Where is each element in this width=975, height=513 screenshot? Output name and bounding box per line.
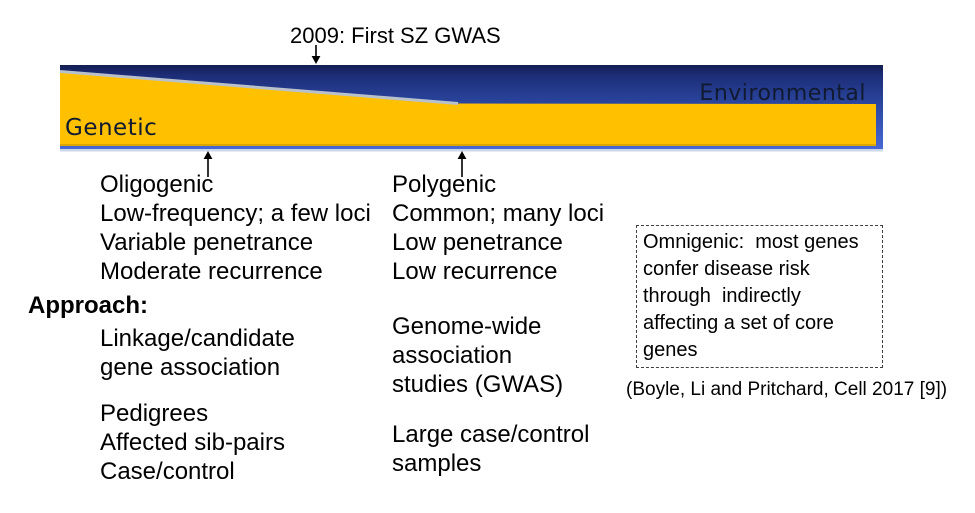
pedigrees-list: Pedigrees Affected sib-pairs Case/contro… (100, 399, 285, 486)
omnigenic-note-box: Omnigenic: most genes confer disease ris… (636, 225, 883, 368)
down-arrow-icon (311, 45, 321, 64)
approach-heading: Approach: (28, 292, 148, 319)
gwas-line: association (392, 342, 513, 369)
oligogenic-line: Moderate recurrence (100, 258, 323, 285)
polygenic-line: Low recurrence (392, 258, 558, 285)
linkage-line: Linkage/candidate (100, 325, 295, 352)
omnigenic-line: Omnigenic: most genes (643, 231, 859, 253)
oligogenic-line: Variable penetrance (100, 229, 314, 256)
omnigenic-line: through indirectly (643, 285, 801, 307)
citation-text: (Boyle, Li and Pritchard, Cell 2017 [9]) (626, 379, 948, 400)
diagonal-divider-line (60, 70, 459, 105)
genetic-band (60, 72, 876, 146)
environmental-label: Environmental (699, 81, 866, 106)
polygenic-list: Polygenic Common; many loci Low penetran… (392, 170, 604, 286)
large-samples-list: Large case/control samples (392, 420, 589, 478)
linkage-list: Linkage/candidate gene association (100, 324, 295, 382)
pedigrees-line: Affected sib-pairs (100, 429, 285, 456)
linkage-line: gene association (100, 354, 281, 381)
large-samples-line: samples (392, 450, 482, 477)
gwas-line: Genome-wide (392, 313, 542, 340)
banner-bottom-bevel (60, 149, 883, 152)
pedigrees-line: Case/control (100, 458, 235, 485)
polygenic-line: Low penetrance (392, 229, 563, 256)
large-samples-line: Large case/control (392, 421, 590, 448)
omnigenic-line: confer disease risk (643, 258, 810, 280)
gwas-list: Genome-wide association studies (GWAS) (392, 312, 563, 399)
oligogenic-line: Oligogenic (100, 171, 214, 198)
gwas-line: studies (GWAS) (392, 371, 564, 398)
genetic-band-shadow (60, 144, 876, 146)
polygenic-line: Common; many loci (392, 200, 605, 227)
up-arrow-oligogenic-icon (203, 151, 213, 177)
genetic-label: Genetic (65, 115, 157, 141)
pedigrees-line: Pedigrees (100, 400, 209, 427)
genetic-environmental-banner: Genetic Environmental (60, 65, 883, 152)
oligogenic-list: Oligogenic Low-frequency; a few loci Var… (100, 170, 371, 286)
oligogenic-line: Low-frequency; a few loci (100, 200, 371, 227)
omnigenic-line: genes (643, 339, 698, 361)
timeline-annotation: 2009: First SZ GWAS (290, 23, 501, 48)
up-arrow-polygenic-icon (457, 151, 467, 177)
omnigenic-line: affecting a set of core (643, 312, 834, 334)
polygenic-line: Polygenic (392, 171, 497, 198)
